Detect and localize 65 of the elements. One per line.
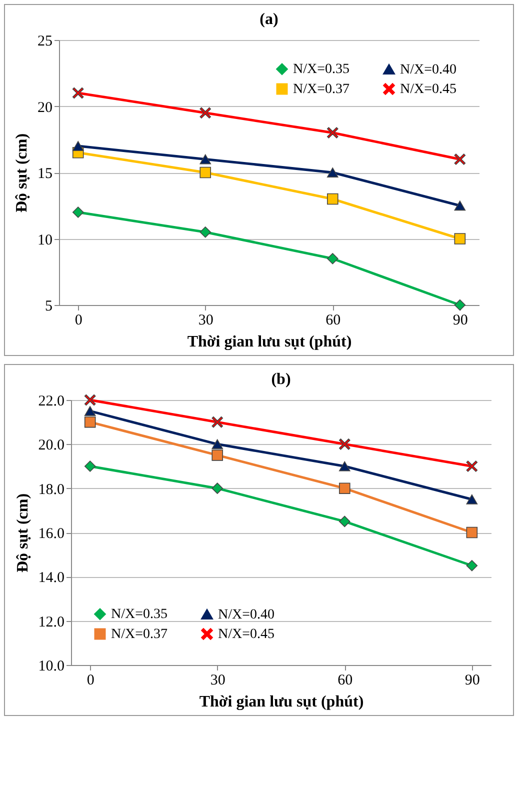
y-tick-label: 25 bbox=[38, 34, 52, 50]
x-tick-label: 60 bbox=[326, 312, 341, 328]
y-tick-label: 20.0 bbox=[38, 438, 64, 454]
x-axis-title: Thời gian lưu sụt (phút) bbox=[199, 694, 364, 710]
legend-label: N/X=0.45 bbox=[218, 627, 275, 642]
point bbox=[326, 252, 338, 264]
x-tick-label: 30 bbox=[210, 672, 226, 688]
y-tick-label: 16.0 bbox=[38, 526, 64, 542]
point bbox=[84, 416, 96, 428]
x-tick-label: 30 bbox=[198, 312, 214, 328]
point bbox=[338, 438, 350, 450]
point bbox=[200, 166, 212, 178]
x-tick-label: 0 bbox=[74, 312, 82, 328]
x-tick-label: 0 bbox=[86, 672, 94, 688]
point bbox=[212, 482, 224, 494]
legend-label: N/X=0.35 bbox=[293, 62, 350, 78]
point bbox=[466, 560, 478, 572]
point bbox=[84, 460, 96, 472]
x-tick-label: 90 bbox=[464, 672, 480, 688]
point bbox=[454, 233, 466, 244]
point bbox=[200, 107, 212, 119]
chart-title: (b) bbox=[271, 371, 291, 388]
x-tick-label: 90 bbox=[452, 312, 468, 328]
point bbox=[466, 526, 478, 538]
point bbox=[326, 193, 338, 205]
point bbox=[212, 450, 224, 461]
x-axis-title: Thời gian lưu sụt (phút) bbox=[187, 334, 352, 350]
point bbox=[84, 394, 96, 406]
y-tick-label: 10.0 bbox=[38, 658, 64, 674]
y-axis-title: Độ sụt (cm) bbox=[14, 133, 30, 213]
chart-title: (a) bbox=[260, 11, 278, 28]
point bbox=[466, 460, 478, 472]
point bbox=[212, 439, 224, 450]
point bbox=[338, 516, 350, 528]
y-tick-label: 20 bbox=[38, 100, 52, 116]
y-tick-label: 10 bbox=[38, 232, 52, 248]
legend-label: N/X=0.40 bbox=[400, 62, 457, 78]
point bbox=[338, 482, 350, 494]
legend-label: N/X=0.45 bbox=[400, 82, 457, 97]
point bbox=[338, 461, 350, 472]
legend-label: N/X=0.37 bbox=[293, 82, 350, 97]
y-tick-label: 14.0 bbox=[38, 570, 64, 586]
point bbox=[200, 226, 212, 238]
y-tick-label: 22.0 bbox=[38, 394, 64, 410]
point bbox=[72, 87, 84, 99]
y-tick-label: 5 bbox=[45, 298, 52, 314]
point bbox=[200, 154, 212, 164]
point bbox=[466, 494, 478, 504]
y-axis-title: Độ sụt (cm) bbox=[14, 493, 32, 573]
point bbox=[72, 141, 84, 151]
x-tick-label: 60 bbox=[338, 672, 353, 688]
point bbox=[326, 168, 338, 178]
point bbox=[454, 154, 466, 165]
y-tick-label: 18.0 bbox=[38, 482, 64, 498]
y-tick-label: 15 bbox=[38, 166, 52, 182]
legend-label: N/X=0.37 bbox=[111, 627, 168, 642]
point bbox=[454, 200, 466, 211]
legend-label: N/X=0.40 bbox=[218, 607, 275, 622]
y-tick-label: 12.0 bbox=[38, 614, 64, 630]
point bbox=[326, 127, 338, 138]
point bbox=[84, 406, 96, 416]
point bbox=[454, 299, 466, 311]
point bbox=[212, 416, 224, 428]
point bbox=[72, 206, 84, 218]
legend-label: N/X=0.35 bbox=[111, 607, 168, 622]
